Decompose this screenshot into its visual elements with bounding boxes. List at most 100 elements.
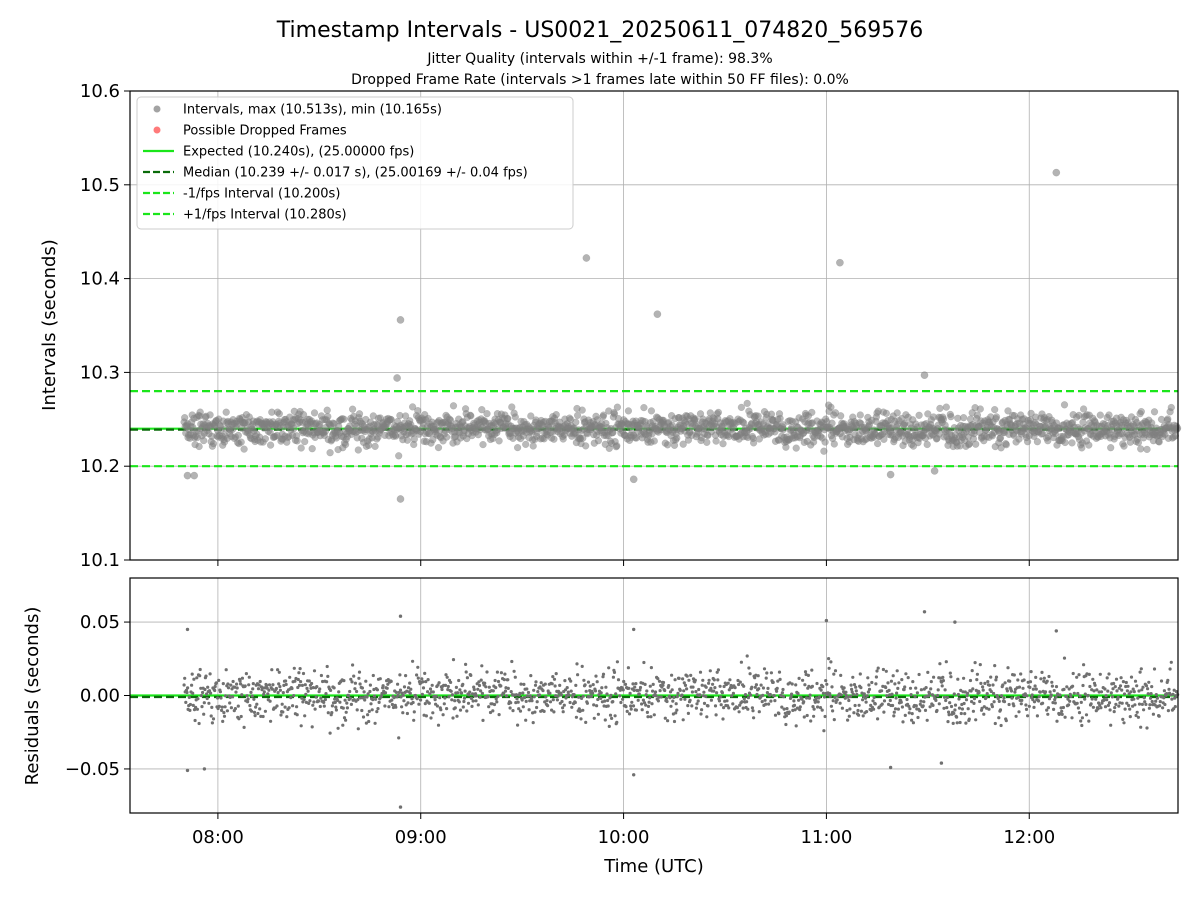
residual-point (1129, 690, 1133, 694)
legend-label-0: Intervals, max (10.513s), min (10.165s) (183, 103, 442, 118)
residual-point (383, 691, 388, 695)
residual-point (638, 685, 643, 690)
residual-point (267, 688, 271, 692)
residual-point (1158, 700, 1162, 704)
residual-point (707, 681, 711, 685)
residual-point (451, 716, 455, 720)
residual-point (560, 699, 564, 704)
residual-point (922, 700, 926, 704)
residual-point (681, 677, 685, 681)
x-tick-label: 08:00 (192, 827, 244, 848)
residual-point (993, 664, 997, 668)
residual-point (367, 719, 371, 724)
residual-point (574, 683, 578, 688)
residual-point (862, 692, 866, 696)
legend: Intervals, max (10.513s), min (10.165s) P… (136, 96, 574, 230)
residual-point (1046, 712, 1050, 716)
residual-point (491, 709, 495, 713)
interval-point (572, 418, 580, 426)
residual-point (624, 705, 628, 709)
interval-point (915, 411, 923, 419)
residual-point (1105, 698, 1109, 702)
top-y-tick-label: 10.2 (80, 456, 120, 477)
interval-point (991, 405, 999, 414)
residual-point (310, 725, 314, 729)
residual-point (1022, 678, 1026, 682)
residual-point (269, 719, 273, 723)
interval-outlier-point (653, 310, 662, 319)
residual-point (368, 683, 372, 687)
residual-point (644, 693, 648, 697)
residual-point (426, 678, 430, 682)
interval-point (594, 437, 603, 445)
residual-point (1121, 717, 1125, 722)
residual-point (261, 714, 265, 719)
residual-point (265, 683, 269, 688)
residual-point (618, 694, 622, 698)
residual-point (1107, 701, 1112, 705)
residual-point (672, 695, 676, 700)
residual-point (581, 694, 585, 698)
residual-point (412, 710, 416, 714)
residual-point (687, 678, 691, 682)
residual-point (464, 662, 468, 667)
residual-point (780, 691, 785, 695)
residual-point (319, 673, 323, 678)
residual-point (465, 676, 469, 680)
residual-point (297, 683, 302, 688)
residual-point (211, 717, 216, 721)
residual-point (562, 703, 566, 707)
residual-point (1090, 697, 1094, 701)
interval-point (573, 411, 582, 420)
bottom-y-tick-label: 0.00 (80, 686, 120, 707)
residual-point (398, 673, 402, 677)
residual-point (611, 675, 616, 679)
residual-point (923, 708, 928, 713)
residual-point (543, 682, 547, 686)
residual-point (1132, 697, 1136, 701)
residual-point (1155, 696, 1159, 700)
residual-point (322, 700, 326, 705)
interval-point (365, 441, 373, 449)
residual-point (1016, 695, 1021, 700)
residual-point (1078, 694, 1082, 698)
residual-point (255, 702, 259, 706)
residual-point (659, 695, 663, 699)
residual-point (993, 721, 997, 726)
residual-point (349, 702, 353, 707)
residual-point (183, 676, 187, 680)
interval-point (414, 407, 422, 415)
residual-point (960, 707, 965, 711)
residual-point (1166, 709, 1170, 713)
residual-point (475, 694, 479, 698)
residual-point (1030, 693, 1034, 697)
legend-label-2: Expected (10.240s), (25.00000 fps) (183, 145, 414, 160)
interval-point (578, 406, 586, 414)
residual-point (545, 699, 549, 703)
residual-point (643, 682, 647, 687)
residual-point (1150, 685, 1154, 689)
residual-point (647, 700, 651, 704)
interval-point (513, 443, 522, 452)
interval-point (754, 412, 762, 420)
residual-point (1084, 713, 1089, 717)
residual-point (769, 699, 773, 703)
residual-outlier-point (398, 805, 403, 809)
residual-point (518, 691, 522, 695)
residual-point (323, 697, 327, 702)
interval-point (613, 403, 622, 411)
residual-point (894, 696, 898, 700)
residual-point (716, 668, 721, 672)
residual-point (742, 684, 746, 688)
residual-point (986, 680, 990, 684)
residual-point (672, 719, 677, 724)
residual-point (221, 682, 225, 686)
residual-point (708, 669, 712, 673)
residual-point (199, 694, 203, 698)
residual-point (715, 691, 719, 695)
residual-point (258, 707, 262, 711)
residual-point (769, 671, 774, 675)
interval-point (893, 409, 901, 417)
residual-point (745, 654, 749, 658)
residual-point (623, 682, 628, 687)
